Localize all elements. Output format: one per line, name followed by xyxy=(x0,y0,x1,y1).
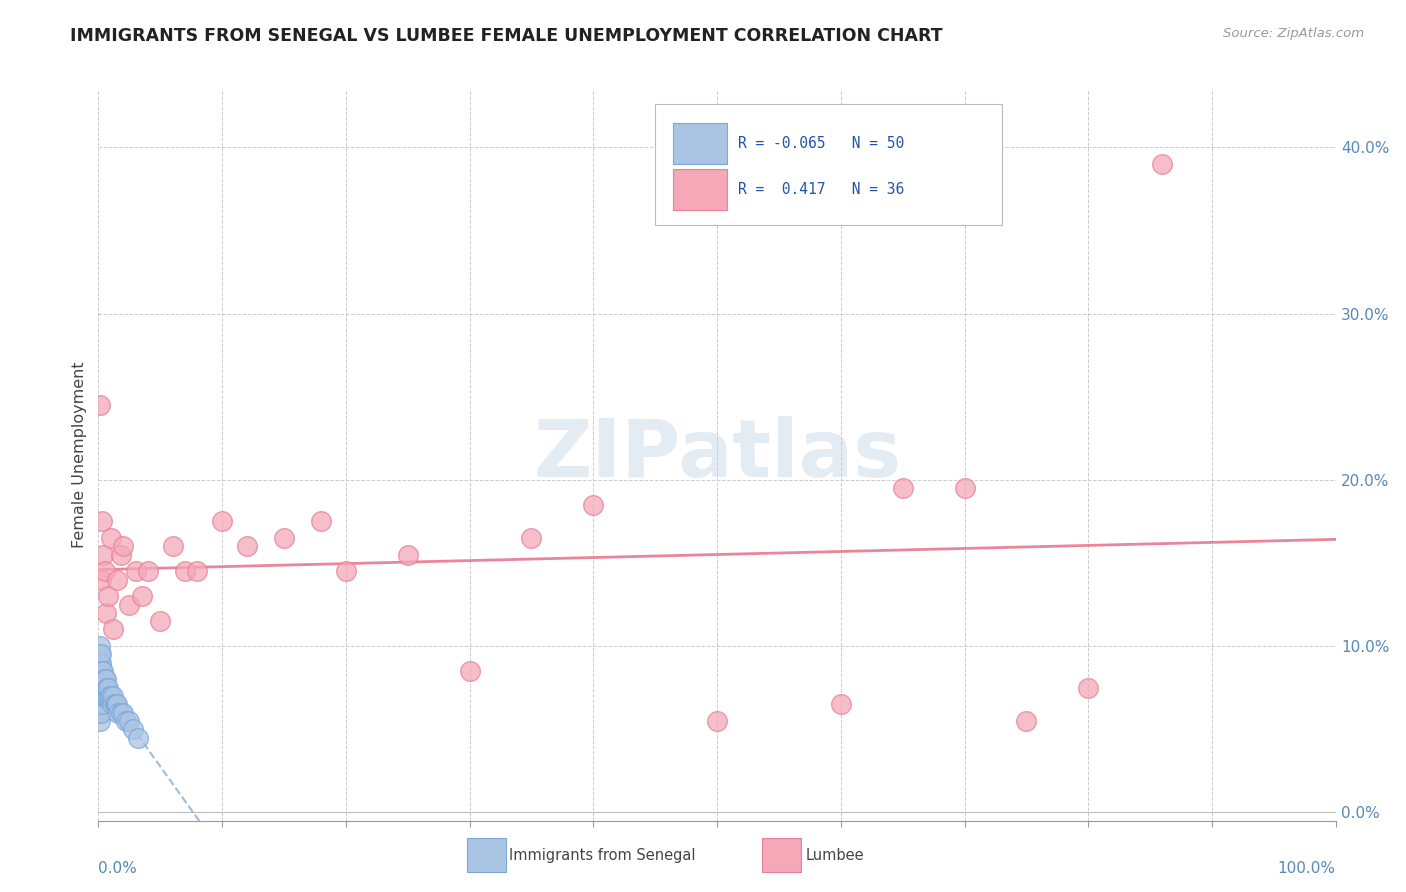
Point xyxy=(89,706,111,720)
Text: R =  0.417   N = 36: R = 0.417 N = 36 xyxy=(738,182,904,196)
Point xyxy=(1152,157,1174,171)
Point xyxy=(90,689,112,703)
Point xyxy=(97,689,120,703)
Point xyxy=(93,689,115,703)
Point xyxy=(91,515,114,529)
Point xyxy=(110,548,132,562)
Point xyxy=(107,706,129,720)
Point xyxy=(103,689,125,703)
Point xyxy=(174,564,197,578)
Text: 100.0%: 100.0% xyxy=(1278,861,1336,876)
Text: Lumbee: Lumbee xyxy=(806,848,865,863)
Point xyxy=(103,623,125,637)
Point xyxy=(97,681,120,695)
Point xyxy=(97,589,120,603)
Point xyxy=(90,673,112,687)
Point xyxy=(162,539,184,553)
Point xyxy=(91,681,114,695)
Point xyxy=(273,531,295,545)
Point xyxy=(309,515,332,529)
Text: ZIPatlas: ZIPatlas xyxy=(533,416,901,494)
Point xyxy=(94,606,117,620)
Point xyxy=(89,664,111,678)
Point xyxy=(89,714,111,728)
Text: R = -0.065   N = 50: R = -0.065 N = 50 xyxy=(738,136,904,152)
Point xyxy=(103,698,125,712)
Point xyxy=(211,515,233,529)
Point xyxy=(131,589,153,603)
Point xyxy=(149,614,172,628)
Point xyxy=(891,481,914,495)
Point xyxy=(89,639,111,653)
FancyBboxPatch shape xyxy=(672,123,727,164)
Point xyxy=(100,531,122,545)
Point xyxy=(1015,714,1038,728)
Point xyxy=(89,398,111,412)
Point xyxy=(98,689,121,703)
Point xyxy=(136,564,159,578)
Point xyxy=(335,564,357,578)
Point xyxy=(706,714,728,728)
Point xyxy=(93,689,115,703)
Point xyxy=(93,673,115,687)
Point xyxy=(520,531,543,545)
Point xyxy=(93,564,115,578)
Point xyxy=(112,539,135,553)
Point xyxy=(127,731,149,745)
Point xyxy=(89,698,111,712)
Point xyxy=(91,689,114,703)
Point xyxy=(118,714,141,728)
Y-axis label: Female Unemployment: Female Unemployment xyxy=(72,361,87,549)
Point xyxy=(89,656,111,670)
Point xyxy=(89,681,111,695)
Point xyxy=(90,573,112,587)
Point xyxy=(105,573,128,587)
Point xyxy=(93,548,115,562)
Point xyxy=(582,498,605,512)
Point xyxy=(114,714,136,728)
Point xyxy=(91,698,114,712)
Point xyxy=(89,673,111,687)
Point xyxy=(93,681,115,695)
Point xyxy=(396,548,419,562)
Text: IMMIGRANTS FROM SENEGAL VS LUMBEE FEMALE UNEMPLOYMENT CORRELATION CHART: IMMIGRANTS FROM SENEGAL VS LUMBEE FEMALE… xyxy=(70,27,943,45)
Point xyxy=(90,648,112,662)
Point xyxy=(89,648,111,662)
Point xyxy=(96,689,118,703)
Point xyxy=(458,664,481,678)
FancyBboxPatch shape xyxy=(672,169,727,210)
Point xyxy=(91,664,114,678)
Point xyxy=(90,664,112,678)
Point xyxy=(100,689,122,703)
Text: Immigrants from Senegal: Immigrants from Senegal xyxy=(509,848,696,863)
Point xyxy=(953,481,976,495)
Point xyxy=(118,598,141,612)
Point xyxy=(90,681,112,695)
Point xyxy=(93,681,115,695)
Point xyxy=(830,698,852,712)
Point xyxy=(93,664,115,678)
FancyBboxPatch shape xyxy=(655,103,1001,225)
Point xyxy=(91,673,114,687)
Point xyxy=(94,681,117,695)
Point xyxy=(104,698,127,712)
Point xyxy=(101,698,124,712)
Point xyxy=(110,706,132,720)
Point xyxy=(122,723,145,737)
Point xyxy=(94,673,117,687)
Point xyxy=(1077,681,1099,695)
Text: 0.0%: 0.0% xyxy=(98,861,138,876)
Point xyxy=(89,689,111,703)
Point xyxy=(124,564,146,578)
Point xyxy=(93,673,115,687)
Point xyxy=(90,698,112,712)
Point xyxy=(112,706,135,720)
Point xyxy=(186,564,208,578)
Text: Source: ZipAtlas.com: Source: ZipAtlas.com xyxy=(1223,27,1364,40)
Point xyxy=(96,681,118,695)
Point xyxy=(90,706,112,720)
Point xyxy=(90,656,112,670)
Point xyxy=(236,539,259,553)
Point xyxy=(105,698,128,712)
